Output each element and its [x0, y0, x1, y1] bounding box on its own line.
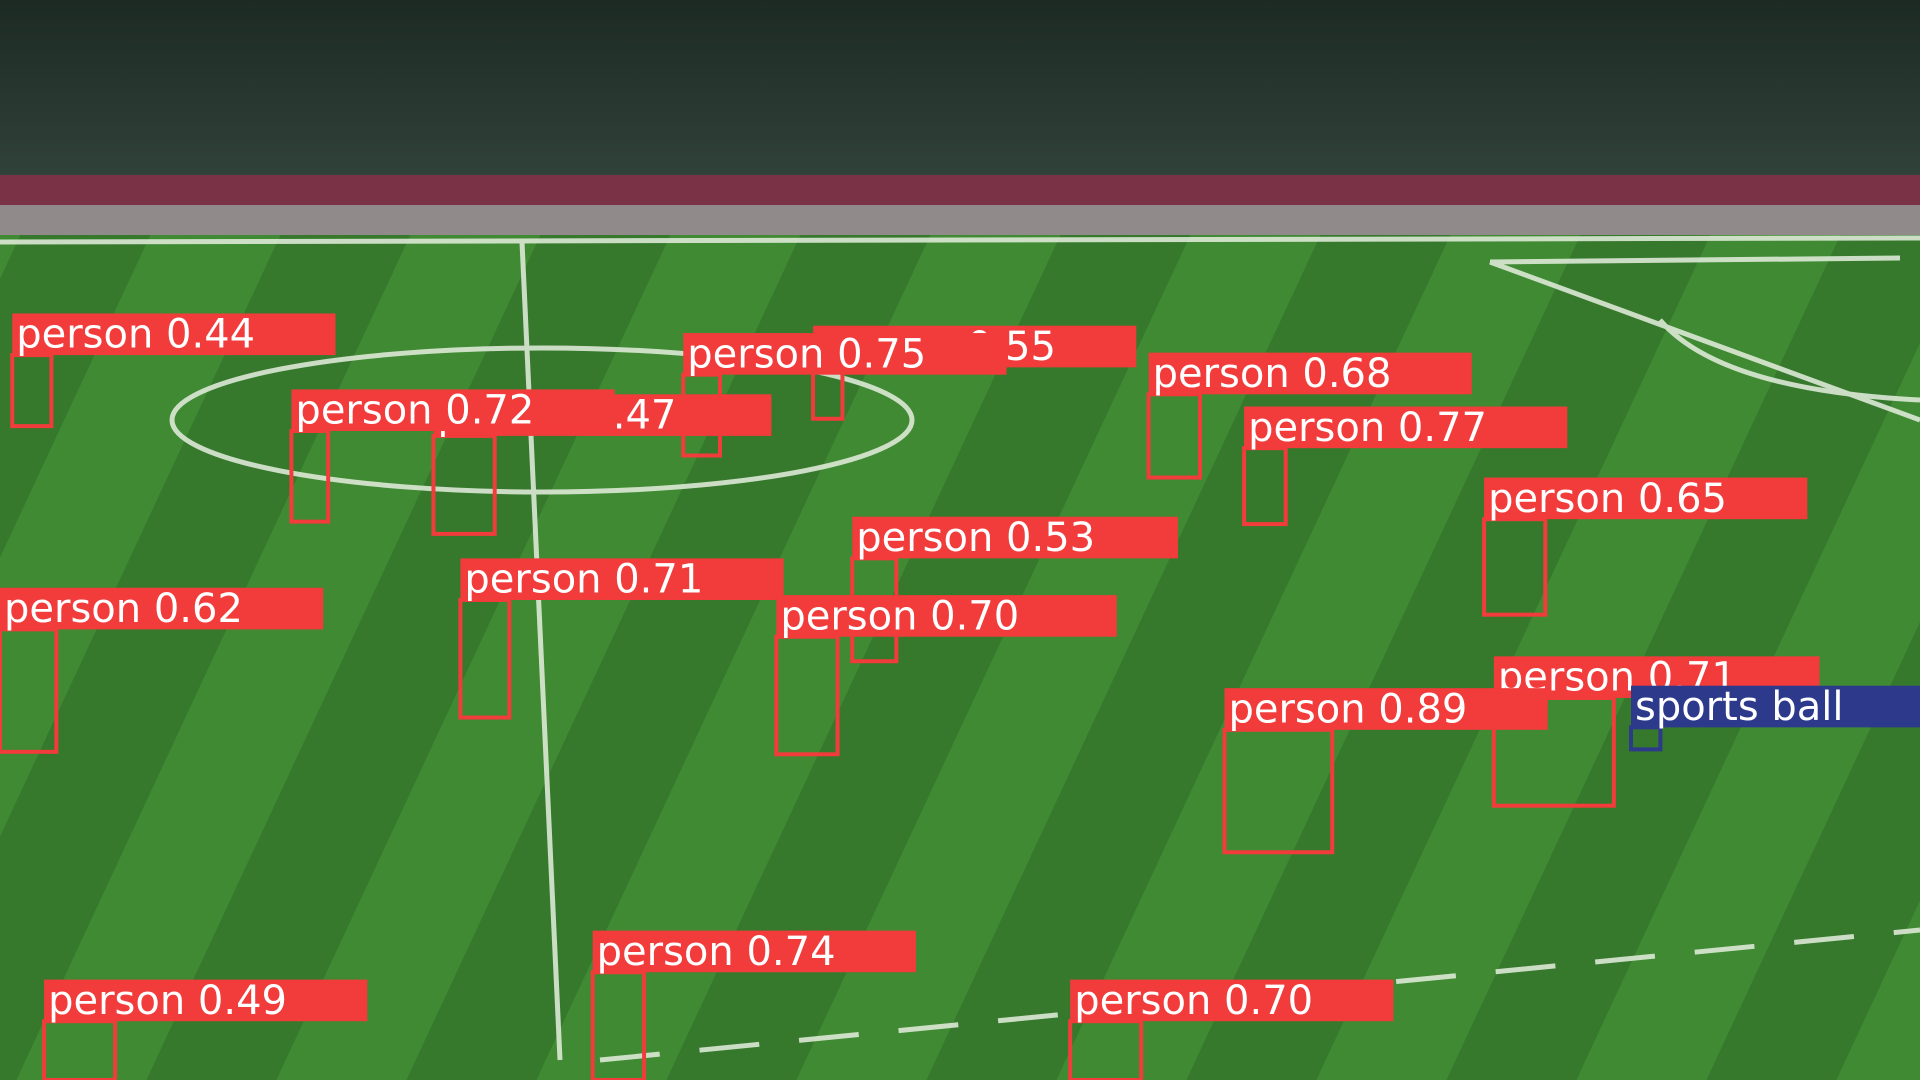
- detection-label: person 0.70: [1074, 978, 1313, 1024]
- detection-label: person 0.89: [1228, 686, 1467, 732]
- detection-label: person 0.70: [780, 593, 1019, 639]
- label-background: [592, 930, 916, 973]
- label-background: [1148, 352, 1472, 395]
- label-background: [776, 595, 1117, 637]
- stands: [0, 0, 1920, 200]
- label-background: [852, 516, 1178, 559]
- pitch-lines: [0, 235, 1920, 1063]
- detection-label: person 0.71: [464, 557, 703, 603]
- detection-label: person 0.68: [1153, 351, 1392, 397]
- label-background: [1224, 688, 1548, 730]
- detection-label: person 0.74: [597, 929, 836, 975]
- detection-label: person 0.77: [1248, 405, 1487, 451]
- label-background: [683, 333, 1007, 375]
- label-background: [460, 558, 784, 600]
- label-background: [0, 587, 324, 630]
- label-background: [1631, 685, 1920, 728]
- label-background: [291, 389, 615, 432]
- detection-label: sports ball: [1635, 684, 1844, 730]
- label-background: [1244, 406, 1568, 449]
- label-background: [1484, 477, 1808, 520]
- detection-label: person 0.65: [1488, 476, 1727, 522]
- detection-label: person 0.49: [48, 978, 287, 1024]
- ad-strip: [0, 205, 1920, 235]
- label-background: [1070, 979, 1394, 1022]
- detection-label: person 0.53: [856, 515, 1095, 561]
- label-background: [12, 313, 336, 356]
- detection-label: person 0.62: [4, 586, 243, 632]
- detection-label: person 0.75: [687, 331, 926, 377]
- label-background: [44, 979, 368, 1022]
- detection-label: person 0.72: [295, 388, 534, 434]
- detection-label: person 0.44: [16, 312, 255, 358]
